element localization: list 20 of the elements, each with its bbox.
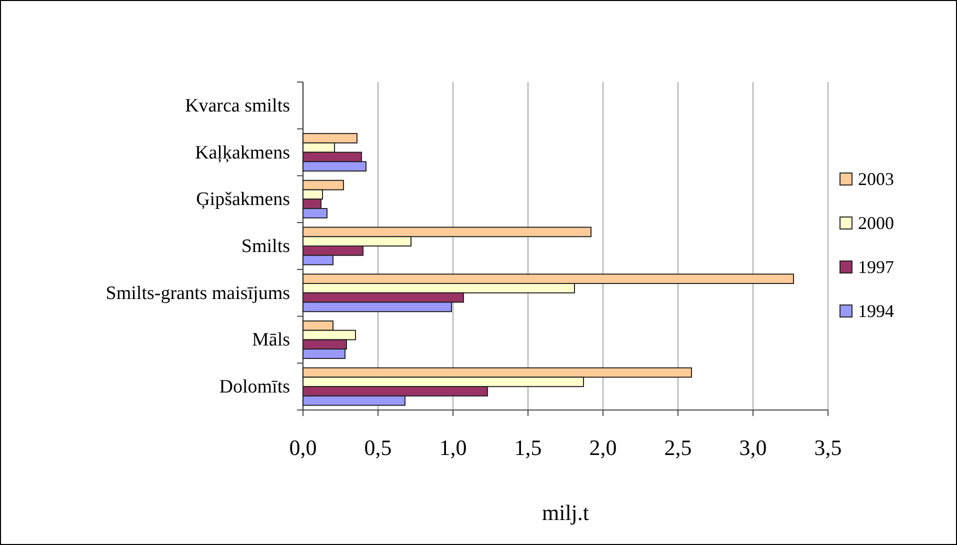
legend-label: 1997 xyxy=(858,257,894,277)
y-tick-label: Ģipšakmens xyxy=(196,189,290,210)
y-tick-label: Dolomīts xyxy=(219,376,290,398)
x-tick-label: 1,0 xyxy=(439,435,467,460)
x-tick-label: 0,0 xyxy=(289,435,317,460)
y-tick-label: Kvarca smilts xyxy=(184,95,290,116)
x-tick-label: 2,0 xyxy=(589,435,617,460)
y-tick-label: Kaļķakmens xyxy=(195,142,290,164)
x-tick-label: 3,5 xyxy=(814,435,842,460)
legend-label: 2003 xyxy=(858,169,894,189)
x-tick-label: 0,5 xyxy=(364,435,392,460)
legend-label: 1994 xyxy=(858,301,894,321)
x-tick-label: 1,5 xyxy=(514,435,542,460)
legend-label: 2000 xyxy=(858,213,894,233)
x-axis-title: milj.t xyxy=(542,500,590,525)
x-tick-label: 3,0 xyxy=(739,435,767,460)
y-tick-label: Smilts-grants maisījums xyxy=(106,282,290,304)
y-tick-label: Smilts xyxy=(241,236,290,257)
x-tick-label: 2,5 xyxy=(664,435,692,460)
y-tick-label: Māls xyxy=(252,330,290,351)
